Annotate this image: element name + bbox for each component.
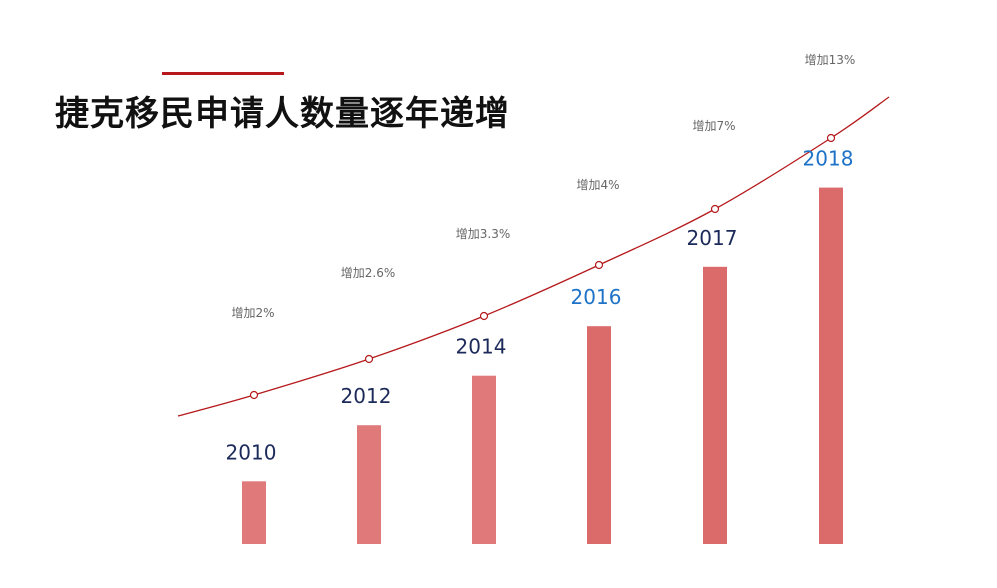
year-label-2010: 2010: [226, 440, 277, 464]
bar-2012: [357, 425, 381, 544]
page-title: 捷克移民申请人数量逐年递增: [55, 94, 510, 134]
trend-marker-2016: [594, 260, 604, 270]
year-label-2018: 2018: [803, 147, 854, 171]
trend-marker-2017: [710, 204, 720, 214]
year-label-2014: 2014: [456, 335, 507, 359]
growth-label-2017: 增加7%: [692, 119, 735, 133]
trend-markers-group: [249, 133, 836, 400]
year-label-2017: 2017: [687, 226, 738, 250]
growth-label-2014: 增加3.3%: [456, 227, 511, 241]
bar-2014: [472, 375, 496, 544]
year-label-2012: 2012: [341, 384, 392, 408]
year-labels-group: 2010 2012 2014 2016 2017 2018: [226, 147, 854, 465]
year-label-2016: 2016: [571, 285, 622, 309]
growth-label-2018: 增加13%: [805, 53, 856, 67]
bar-2018: [819, 187, 843, 544]
trend-marker-2010: [249, 390, 259, 400]
trend-marker-2012: [364, 354, 374, 364]
title-accent-bar: [162, 72, 284, 75]
growth-label-2016: 增加4%: [576, 178, 619, 192]
bar-2010: [242, 481, 266, 544]
trend-curve: [177, 96, 890, 417]
bar-2016: [587, 326, 611, 544]
trend-marker-2014: [479, 311, 489, 321]
growth-label-2010: 增加2%: [231, 306, 274, 320]
bar-2017: [703, 266, 727, 544]
growth-label-2012: 增加2.6%: [341, 266, 396, 280]
growth-labels-group: 增加2% 增加2.6% 增加3.3% 增加4% 增加7% 增加13%: [231, 53, 855, 320]
trend-marker-2018: [826, 133, 836, 143]
bars-group: [242, 187, 843, 544]
